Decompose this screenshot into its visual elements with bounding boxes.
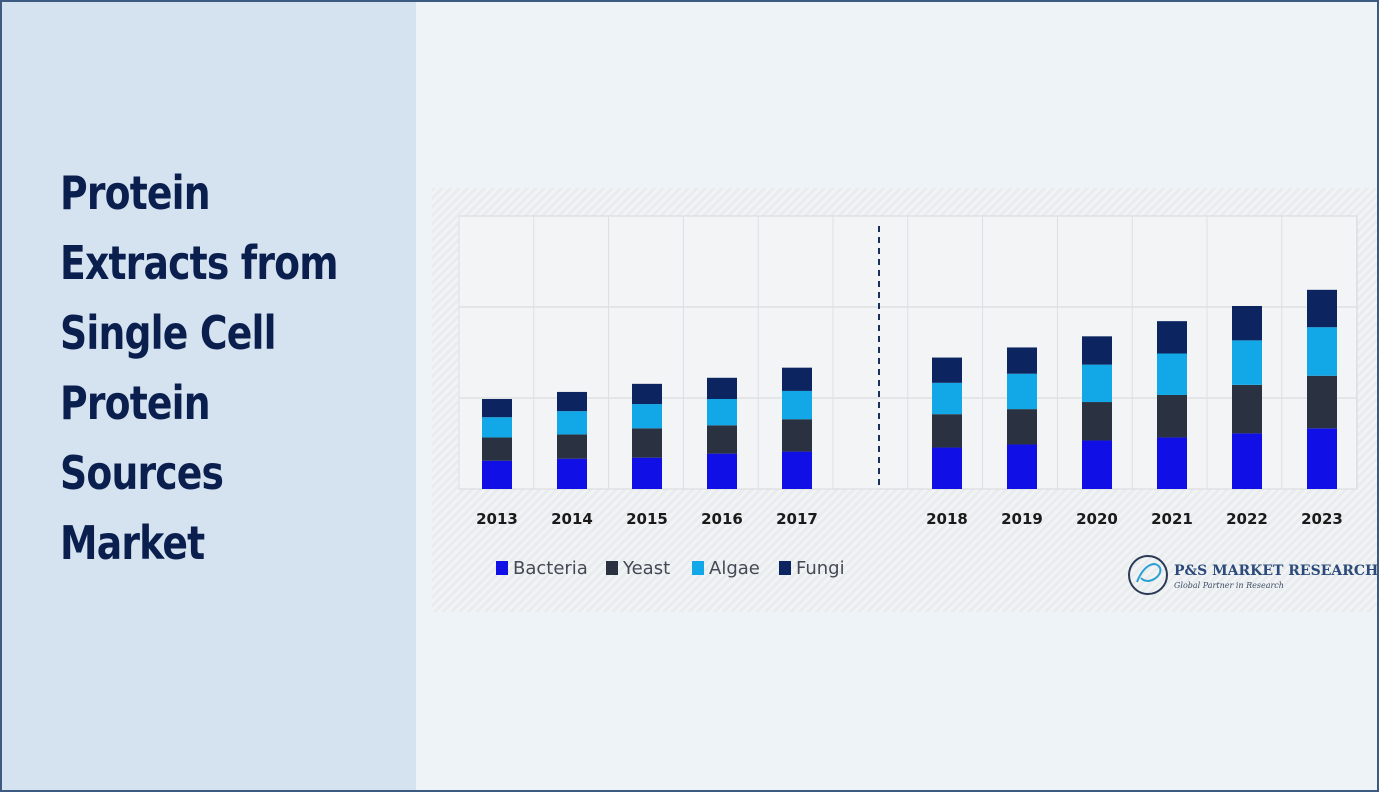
legend-label-fungi: Fungi [796, 558, 845, 579]
bar-yeast-2022 [1232, 384, 1262, 434]
bar-yeast-2015 [632, 428, 662, 458]
bar-algae-2013 [482, 417, 512, 438]
bar-yeast-2018 [932, 414, 962, 448]
bar-bacteria-2013 [482, 460, 512, 489]
logo-tagline: Global Partner in Research [1174, 581, 1284, 590]
x-tick-label: 2022 [1226, 510, 1268, 528]
legend-swatch-fungi [779, 561, 791, 575]
x-tick-label: 2017 [776, 510, 818, 528]
bar-algae-2020 [1082, 364, 1112, 403]
bar-yeast-2017 [782, 419, 812, 452]
bar-fungi-2014 [557, 391, 587, 412]
x-tick-label: 2023 [1301, 510, 1343, 528]
bar-bacteria-2020 [1082, 440, 1112, 489]
bar-fungi-2020 [1082, 336, 1112, 365]
bar-fungi-2017 [782, 367, 812, 391]
bar-bacteria-2021 [1157, 437, 1187, 489]
bar-yeast-2023 [1307, 375, 1337, 429]
bar-yeast-2019 [1007, 409, 1037, 445]
legend-label-algae: Algae [709, 558, 760, 579]
x-tick-label: 2018 [926, 510, 968, 528]
bar-fungi-2013 [482, 399, 512, 418]
ps-logo: P&S MARKET RESEARCH Global Partner in Re… [1128, 555, 1378, 595]
legend: Bacteria Yeast Algae Fungi [496, 558, 845, 579]
bar-algae-2017 [782, 390, 812, 420]
bar-bacteria-2022 [1232, 433, 1262, 489]
bar-fungi-2018 [932, 357, 962, 383]
bar-algae-2021 [1157, 353, 1187, 395]
x-tick-label: 2015 [626, 510, 668, 528]
bar-bacteria-2019 [1007, 444, 1037, 489]
bar-fungi-2023 [1307, 289, 1337, 328]
bar-yeast-2013 [482, 437, 512, 461]
legend-swatch-bacteria [496, 561, 508, 575]
bar-bacteria-2023 [1307, 428, 1337, 489]
bar-algae-2018 [932, 382, 962, 415]
bar-fungi-2015 [632, 383, 662, 405]
legend-label-yeast: Yeast [622, 558, 670, 579]
x-tick-label: 2021 [1151, 510, 1193, 528]
bar-yeast-2014 [557, 434, 587, 459]
bar-bacteria-2017 [782, 451, 812, 489]
chart-container: 2013 2014 2015 2016 2017 2018 2019 2020 2021 2022… [432, 188, 1378, 612]
x-tick-label: 2020 [1076, 510, 1118, 528]
bar-yeast-2021 [1157, 394, 1187, 438]
legend-swatch-algae [692, 561, 704, 575]
bar-algae-2019 [1007, 373, 1037, 410]
x-tick-label: 2019 [1001, 510, 1043, 528]
bar-bacteria-2016 [707, 453, 737, 489]
bar-algae-2014 [557, 411, 587, 435]
bar-fungi-2022 [1232, 305, 1262, 341]
bar-bacteria-2015 [632, 457, 662, 489]
title-panel: Protein Extracts from Single Cell Protei… [2, 2, 416, 790]
bar-algae-2022 [1232, 340, 1262, 385]
x-tick-label: 2013 [476, 510, 518, 528]
bar-fungi-2021 [1157, 321, 1187, 354]
bar-yeast-2016 [707, 425, 737, 454]
logo-swirl-icon [1136, 563, 1162, 583]
bar-bacteria-2018 [932, 447, 962, 489]
x-tick-label: 2014 [551, 510, 593, 528]
bar-algae-2023 [1307, 327, 1337, 376]
stacked-bar-chart: 2013 2014 2015 2016 2017 2018 2019 2020 2021 2022… [458, 215, 1378, 595]
x-axis-labels: 2013 2014 2015 2016 2017 2018 2019 2020 2021 2022… [476, 510, 1343, 528]
bar-bacteria-2014 [557, 458, 587, 489]
page-title: Protein Extracts from Single Cell Protei… [60, 166, 339, 570]
grid-lines [458, 216, 1358, 489]
bars-group [482, 289, 1337, 489]
legend-swatch-yeast [606, 561, 618, 575]
legend-label-bacteria: Bacteria [513, 558, 588, 579]
bar-fungi-2019 [1007, 347, 1037, 374]
bar-algae-2015 [632, 404, 662, 429]
x-tick-label: 2016 [701, 510, 743, 528]
logo-name: P&S MARKET RESEARCH [1174, 563, 1377, 579]
bar-algae-2016 [707, 399, 737, 426]
logo-circle-icon [1128, 555, 1168, 595]
bar-fungi-2016 [707, 377, 737, 400]
bar-yeast-2020 [1082, 402, 1112, 441]
